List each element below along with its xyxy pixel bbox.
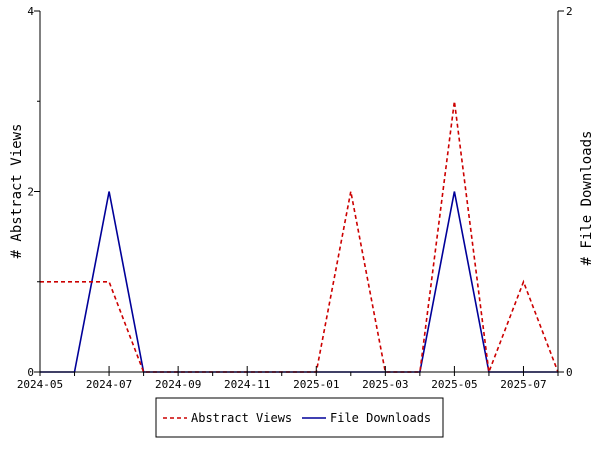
x-tick-label: 2025-03 (362, 378, 408, 391)
x-tick-label: 2024-07 (86, 378, 132, 391)
legend: Abstract Views File Downloads (155, 397, 444, 438)
y-left-tick-label: 2 (27, 186, 34, 199)
legend-label-abstract-views: Abstract Views (191, 411, 292, 425)
x-tick-label: 2024-11 (224, 378, 270, 391)
y-right-tick-label: 2 (566, 5, 573, 18)
y-left-tick-label: 4 (27, 5, 34, 18)
x-tick-label: 2025-07 (500, 378, 546, 391)
x-tick-label: 2024-09 (155, 378, 201, 391)
series-line-abstract-views (40, 101, 559, 373)
left-axis-title: # Abstract Views (9, 124, 25, 259)
x-tick-label: 2025-05 (431, 378, 477, 391)
y-left-tick-label: 0 (27, 366, 34, 379)
right-axis-title: # File Downloads (579, 131, 595, 266)
x-tick-label: 2024-05 (17, 378, 63, 391)
legend-label-file-downloads: File Downloads (330, 411, 431, 425)
x-tick-label: 2025-01 (293, 378, 339, 391)
axis-layer: 2024-05 2024-07 2024-09 2024-11 2025-01 2025-… (17, 5, 573, 391)
legend-box (155, 397, 444, 438)
y-right-tick-label: 0 (566, 366, 573, 379)
